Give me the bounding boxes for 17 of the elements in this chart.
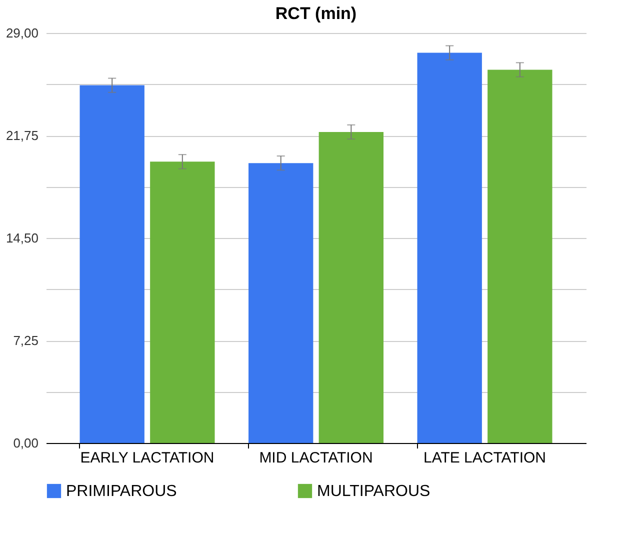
y-tick-label: 14,50 bbox=[6, 230, 38, 246]
x-tick-label: LATE LACTATION bbox=[423, 450, 546, 466]
bar bbox=[488, 70, 552, 443]
chart-title: RCT (min) bbox=[275, 4, 357, 23]
bar bbox=[318, 132, 384, 443]
x-tick-label: MID LACTATION bbox=[259, 450, 373, 466]
bar bbox=[417, 52, 482, 443]
bar bbox=[80, 85, 144, 443]
bar bbox=[150, 162, 215, 443]
bar bbox=[248, 163, 314, 443]
legend-label: PRIMIPAROUS bbox=[66, 483, 177, 500]
y-tick-label: 7,25 bbox=[13, 333, 38, 348]
y-tick-label: 21,75 bbox=[6, 128, 38, 143]
legend-label: MULTIPAROUS bbox=[317, 483, 430, 500]
x-tick-label: EARLY LACTATION bbox=[80, 450, 214, 466]
y-tick-label: 29,00 bbox=[6, 26, 38, 40]
y-tick-label: 0,00 bbox=[13, 436, 38, 450]
